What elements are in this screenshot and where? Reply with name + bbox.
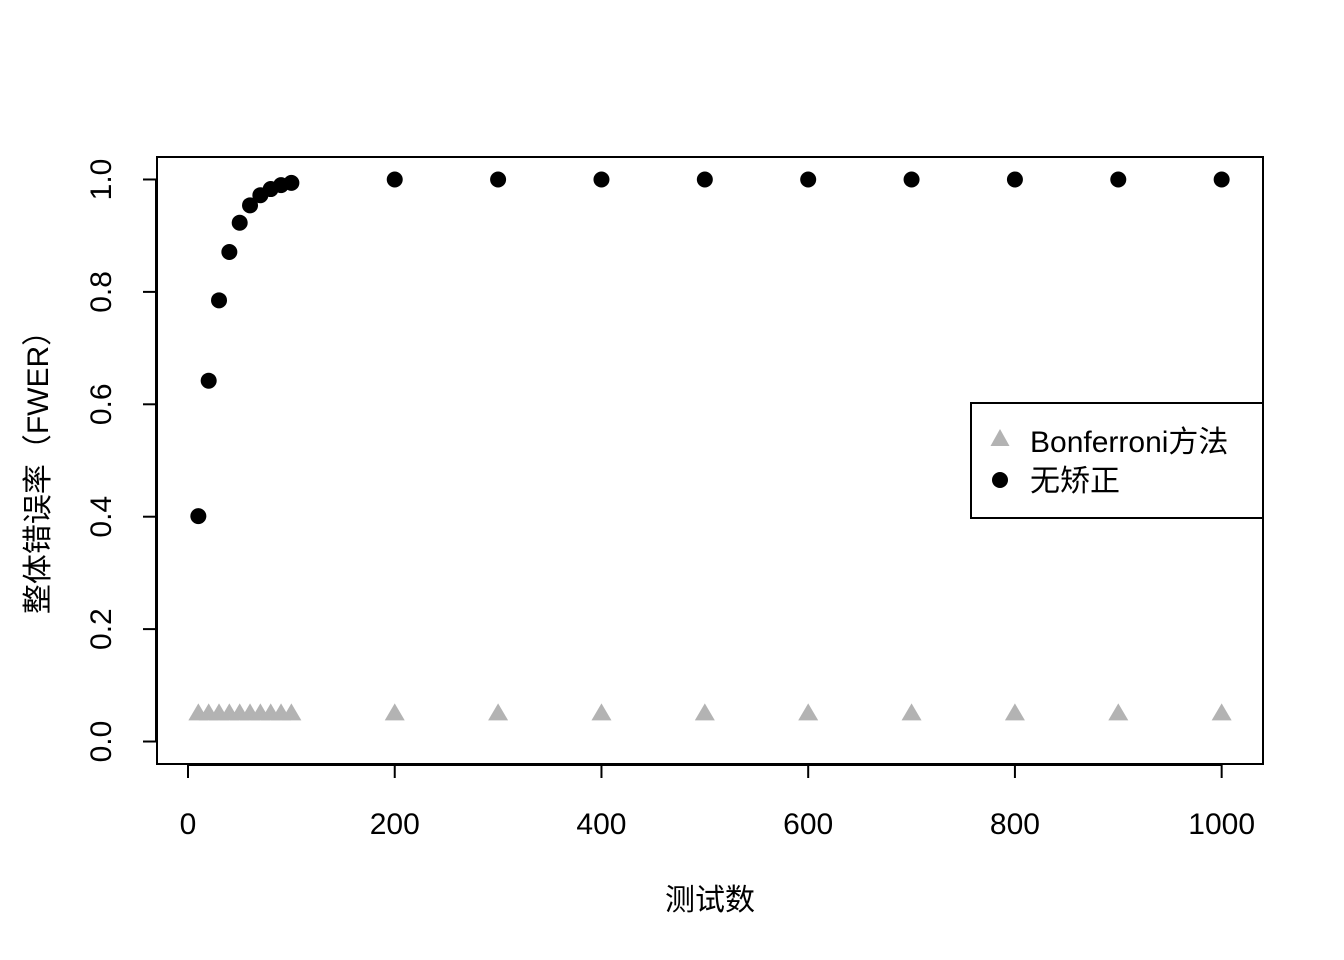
legend-marker-uncorrected: [992, 472, 1008, 488]
y-tick-label: 0.2: [85, 608, 118, 650]
data-point-bonferroni: [1004, 703, 1025, 721]
y-tick-label: 0.4: [85, 496, 118, 538]
data-point-uncorrected: [211, 292, 228, 309]
data-point-uncorrected: [1213, 171, 1230, 188]
x-tick-label: 400: [576, 808, 626, 841]
legend-label-bonferroni: Bonferroni方法: [1030, 426, 1228, 459]
data-point-bonferroni: [1211, 703, 1232, 721]
data-point-uncorrected: [283, 174, 300, 191]
data-point-uncorrected: [490, 171, 507, 188]
data-point-uncorrected: [231, 214, 248, 231]
legend-box: [970, 402, 1264, 519]
data-point-bonferroni: [384, 703, 405, 721]
x-axis: 0 200 400 600 800 1000: [180, 764, 1255, 841]
x-tick-label: 600: [783, 808, 833, 841]
x-tick-label: 800: [990, 808, 1040, 841]
y-tick-label: 0.0: [85, 721, 118, 763]
legend-label-uncorrected: 无矫正: [1030, 465, 1120, 498]
data-point-bonferroni: [798, 703, 819, 721]
x-tick-label: 200: [370, 808, 420, 841]
data-point-uncorrected: [221, 243, 238, 260]
y-tick-label: 0.6: [85, 383, 118, 425]
data-point-uncorrected: [903, 171, 920, 188]
x-tick-label: 0: [180, 808, 197, 841]
y-axis-label: 整体错误率（FWER）: [22, 316, 55, 614]
data-point-uncorrected: [1110, 171, 1127, 188]
y-tick-label: 1.0: [85, 159, 118, 201]
x-tick-label: 1000: [1188, 808, 1255, 841]
data-point-uncorrected: [593, 171, 610, 188]
data-point-uncorrected: [200, 372, 217, 389]
x-axis-label: 测试数: [665, 884, 755, 917]
data-point-uncorrected: [190, 508, 207, 525]
data-point-bonferroni: [694, 703, 715, 721]
data-point-uncorrected: [800, 171, 817, 188]
data-points: [188, 171, 1232, 721]
data-point-bonferroni: [281, 703, 302, 721]
legend: Bonferroni方法 无矫正: [970, 402, 1264, 519]
data-point-uncorrected: [1006, 171, 1023, 188]
data-point-uncorrected: [696, 171, 713, 188]
data-point-uncorrected: [242, 197, 259, 214]
data-point-bonferroni: [901, 703, 922, 721]
data-point-bonferroni: [488, 703, 509, 721]
y-axis: 0.0 0.2 0.4 0.6 0.8 1.0: [85, 159, 157, 763]
data-point-bonferroni: [591, 703, 612, 721]
legend-marker-bonferroni: [990, 429, 1010, 446]
data-point-uncorrected: [386, 171, 403, 188]
data-point-bonferroni: [1108, 703, 1129, 721]
y-tick-label: 0.8: [85, 271, 118, 313]
